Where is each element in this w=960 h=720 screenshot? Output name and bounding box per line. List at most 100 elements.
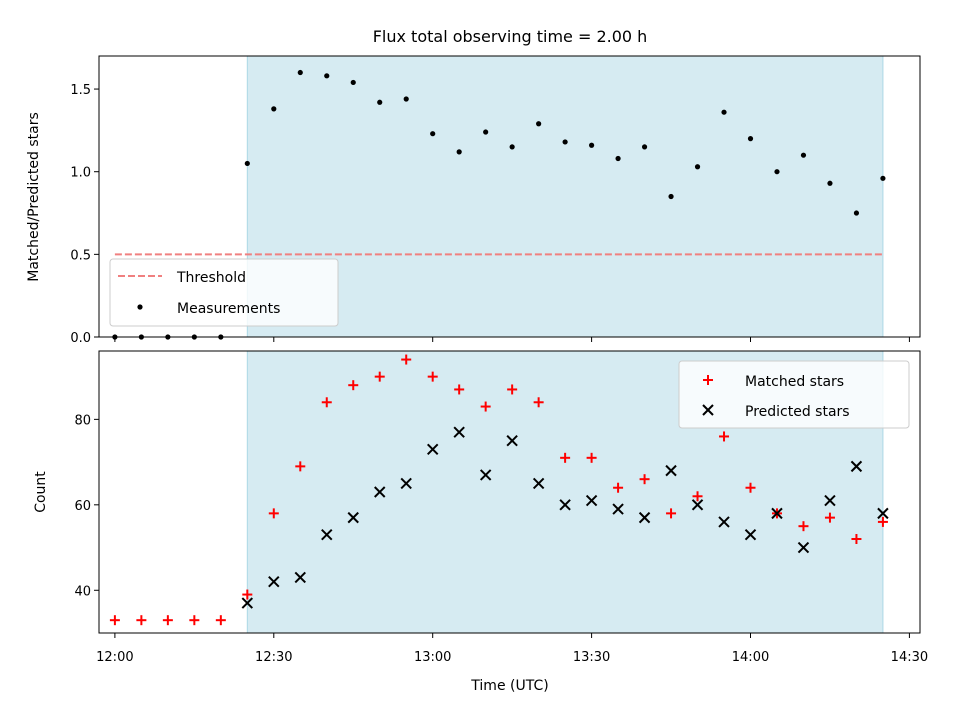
legend-measurements-label: Measurements — [177, 301, 280, 317]
predicted-star-stroke-b — [374, 486, 386, 498]
predicted-star-stroke-b — [479, 469, 492, 481]
measurement-point — [271, 106, 277, 112]
matched-star-point — [586, 452, 597, 463]
matched-star-point — [136, 615, 147, 626]
legend-threshold-label: Threshold — [176, 270, 246, 286]
ratio-panel: Matched/Predicted stars 0.0 0.5 1.0 1.5 — [26, 55, 921, 346]
predicted-star-stroke-b — [294, 571, 306, 584]
matched-star-point — [348, 380, 359, 391]
matched-star-point — [533, 397, 544, 408]
matched-star-point — [639, 474, 650, 485]
predicted-star-stroke-b — [506, 435, 518, 447]
x-tick-label: 14:30 — [891, 650, 928, 665]
predicted-star-stroke-b — [268, 576, 280, 588]
ratio-legend-box — [109, 258, 339, 327]
predicted-star-point — [426, 443, 439, 455]
predicted-star-point — [532, 477, 545, 490]
matched-star-point — [692, 491, 703, 502]
x-tick-label: 12:30 — [255, 650, 292, 665]
predicted-star-stroke-b — [691, 499, 704, 511]
ratio-y-tick-label: 0.5 — [70, 248, 91, 263]
measurement-point — [430, 131, 436, 137]
x-tick-label: 13:30 — [573, 650, 610, 665]
predicted-star-point — [612, 503, 624, 515]
matched-star-point — [824, 512, 835, 523]
measurement-point — [747, 136, 754, 142]
predicted-star-point — [400, 477, 412, 490]
predicted-star-stroke-b — [771, 507, 783, 520]
predicted-star-point — [877, 507, 889, 520]
measurement-point — [589, 142, 595, 148]
predicted-star-stroke-b — [426, 443, 439, 455]
measurement-point — [853, 210, 860, 216]
predicted-star-point — [374, 486, 386, 498]
predicted-star-point — [744, 529, 757, 541]
count-legend-box — [678, 360, 910, 429]
measurement-point — [483, 129, 489, 135]
matched-star-point — [798, 521, 809, 532]
matched-star-point — [480, 401, 491, 412]
measurement-point — [827, 180, 833, 186]
matched-star-point — [401, 354, 412, 365]
matched-star-point — [877, 516, 888, 527]
predicted-star-stroke-b — [585, 494, 598, 507]
predicted-star-stroke-b — [665, 464, 677, 477]
ratio-y-tick-label: 1.5 — [70, 83, 91, 98]
predicted-star-point — [321, 529, 333, 541]
matched-star-point — [507, 384, 518, 395]
predicted-star-point — [506, 435, 518, 447]
matched-star-point — [427, 371, 438, 382]
predicted-star-stroke-b — [400, 477, 412, 490]
measurement-point — [403, 96, 409, 102]
matched-star-point — [560, 452, 571, 463]
measurement-point — [112, 334, 118, 340]
predicted-star-stroke-b — [612, 503, 624, 515]
ratio-legend: Threshold Measurements — [109, 258, 339, 327]
measurement-point — [721, 109, 727, 115]
predicted-star-point — [665, 464, 677, 477]
matched-star-point — [295, 461, 306, 472]
predicted-star-point — [850, 460, 863, 473]
predicted-star-stroke-b — [797, 541, 810, 554]
matched-star-point — [242, 589, 253, 600]
predicted-star-point — [479, 469, 492, 481]
matched-star-point — [215, 615, 226, 626]
predicted-star-point — [771, 507, 783, 520]
chart-title: Flux total observing time = 2.00 h — [373, 27, 648, 46]
matched-star-point — [189, 615, 200, 626]
measurement-point — [800, 152, 807, 158]
predicted-star-stroke-b — [321, 529, 333, 541]
legend-matched-label: Matched stars — [745, 374, 844, 390]
matched-star-point — [268, 508, 279, 519]
measurement-point — [297, 69, 303, 76]
measurement-point — [191, 334, 197, 340]
predicted-star-point — [559, 499, 571, 511]
ratio-observing-window — [246, 55, 884, 338]
predicted-star-point — [268, 576, 280, 588]
legend-matched-swatch — [703, 375, 713, 385]
ratio-y-axis-label: Matched/Predicted stars — [26, 112, 42, 282]
predicted-star-point — [453, 426, 465, 438]
predicted-star-point — [638, 511, 651, 524]
matched-star-point — [851, 534, 862, 544]
predicted-star-point — [585, 494, 598, 507]
predicted-star-stroke-b — [559, 499, 571, 511]
predicted-star-stroke-b — [638, 511, 651, 524]
measurement-point — [694, 164, 701, 170]
count-panel-frame — [98, 350, 921, 634]
ratio-panel-frame — [98, 55, 921, 338]
matched-star-point — [719, 431, 730, 442]
predicted-star-point — [691, 499, 704, 511]
measurement-point — [456, 149, 462, 155]
predicted-star-stroke-b — [877, 507, 889, 520]
x-axis-label: Time (UTC) — [470, 678, 548, 694]
predicted-star-point — [824, 494, 836, 507]
count-y-axis-label: Count — [33, 471, 49, 513]
predicted-star-stroke-b — [347, 511, 359, 524]
matched-star-point — [745, 482, 756, 493]
matched-star-point — [454, 384, 465, 395]
measurement-point — [615, 155, 621, 162]
legend-predicted-label: Predicted stars — [745, 404, 850, 420]
measurement-point — [218, 334, 224, 340]
